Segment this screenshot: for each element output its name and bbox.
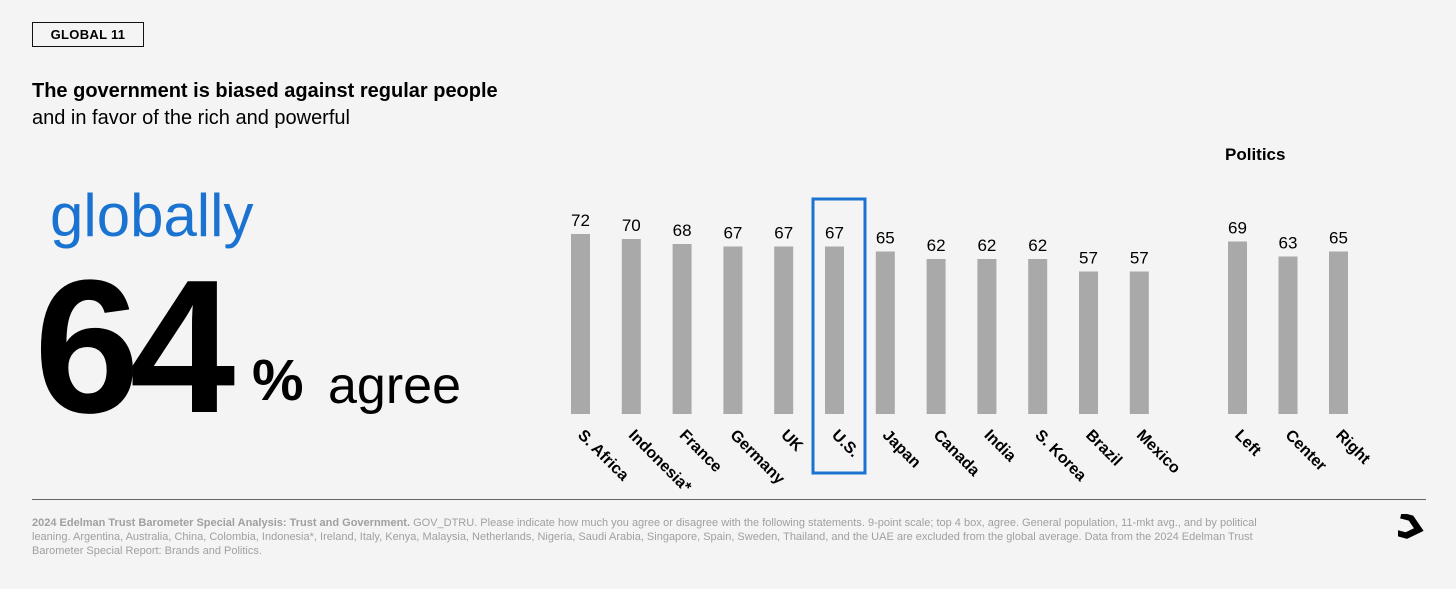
data-label: 65 (1329, 229, 1348, 248)
category-label: Canada (930, 427, 983, 480)
bar-center (1278, 256, 1298, 414)
chart-title: The government is biased against regular… (32, 80, 498, 102)
arrow-down-right-icon[interactable] (1398, 514, 1428, 542)
bar-mexico (1129, 271, 1149, 414)
bar-france (672, 244, 692, 414)
highlight-box-us (811, 197, 867, 475)
category-label: India (981, 427, 1019, 465)
category-label: Mexico (1133, 427, 1184, 478)
politics-heading: Politics (1225, 145, 1286, 164)
bar-left (1228, 241, 1247, 414)
bar-brazil (1079, 271, 1098, 414)
category-label: Center (1282, 427, 1330, 475)
category-label: Brazil (1082, 427, 1125, 470)
bar-germany (723, 246, 743, 414)
category-label: France (676, 427, 725, 476)
data-label: 62 (927, 236, 946, 255)
agree-label: agree (328, 357, 461, 415)
bar-japan (875, 251, 895, 414)
category-label: U.S. (828, 427, 862, 461)
bar-chart: 72S. Africa70Indonesia*68France67Germany… (571, 197, 1374, 497)
data-label: 67 (723, 224, 742, 243)
category-label: Japan (879, 427, 924, 472)
bar-indonesia- (621, 239, 641, 414)
data-label: 67 (825, 224, 844, 243)
category-label: Right (1332, 427, 1373, 468)
footnote-text: GOV_DTRU. Please indicate how much you a… (32, 517, 1257, 557)
bar-s-africa (571, 234, 590, 414)
data-label: 62 (977, 236, 996, 255)
chart-subtitle: and in favor of the rich and powerful (32, 107, 350, 129)
globally-label: globally (50, 182, 254, 249)
data-label: 67 (774, 224, 793, 243)
category-label: Germany (727, 427, 788, 488)
bar-s-korea (1028, 259, 1048, 414)
data-label: 65 (876, 229, 895, 248)
data-label: 70 (622, 216, 641, 235)
category-label: UK (777, 427, 806, 456)
data-label: 68 (673, 221, 692, 240)
bar-india (977, 259, 997, 414)
data-label: 57 (1079, 249, 1098, 268)
data-label: 57 (1130, 249, 1149, 268)
data-label: 69 (1228, 219, 1247, 238)
data-label: 72 (571, 211, 590, 230)
footnote: 2024 Edelman Trust Barometer Special Ana… (32, 516, 1262, 558)
global-value: 64 (34, 241, 235, 453)
data-label: 62 (1028, 236, 1047, 255)
bar-canada (926, 259, 946, 414)
global-badge: GLOBAL 11 (32, 22, 144, 47)
bar-uk (774, 246, 794, 414)
percent-sign: % (252, 348, 304, 413)
category-label: S. Korea (1031, 427, 1089, 485)
category-label: Left (1231, 427, 1264, 460)
category-label: S. Africa (574, 427, 632, 485)
divider (32, 499, 1426, 500)
data-label: 63 (1279, 234, 1298, 253)
bar-u-s- (825, 246, 844, 414)
footnote-source: 2024 Edelman Trust Barometer Special Ana… (32, 517, 411, 529)
bar-right (1329, 251, 1348, 414)
